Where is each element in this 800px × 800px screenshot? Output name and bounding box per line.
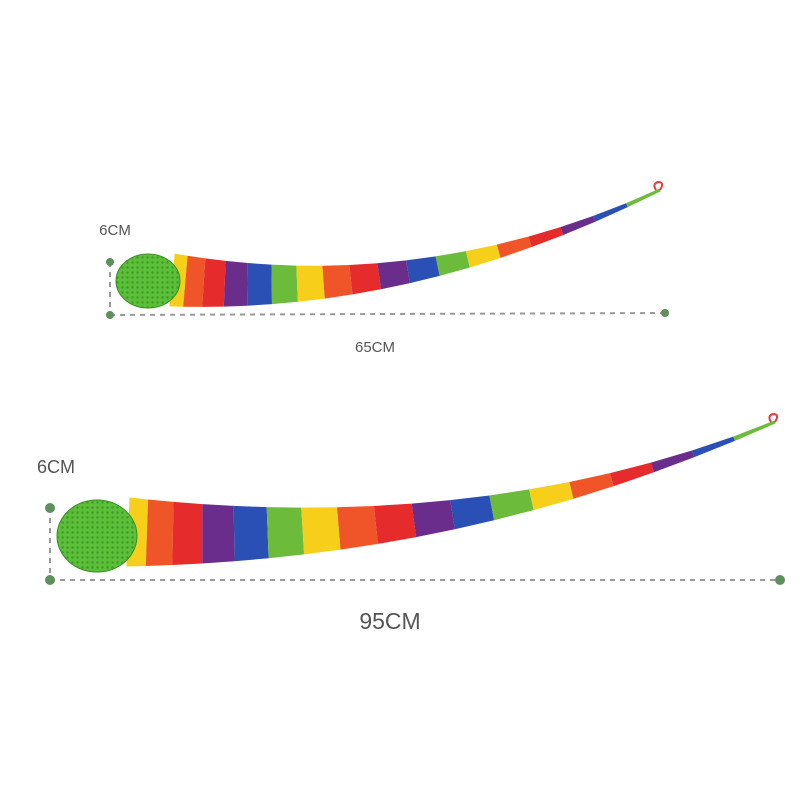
stripe <box>529 482 574 511</box>
stripe <box>247 263 272 306</box>
stripe <box>626 188 661 208</box>
height-label: 6CM <box>37 457 75 477</box>
stripe <box>183 255 206 307</box>
stripe <box>406 256 440 284</box>
stripe <box>271 264 298 305</box>
stripe <box>377 260 411 290</box>
stripe <box>435 251 470 276</box>
stripe <box>733 420 776 441</box>
stripe <box>223 260 248 307</box>
stripe <box>266 507 305 559</box>
stripe <box>528 227 564 248</box>
stripe <box>450 495 495 530</box>
stripe <box>691 436 735 458</box>
stripe <box>650 450 695 473</box>
stripe <box>145 499 174 567</box>
stripe <box>301 507 341 555</box>
stripe <box>489 489 534 521</box>
dim-dot <box>45 575 55 585</box>
stripe <box>349 263 381 295</box>
mesh-head <box>115 253 181 309</box>
dim-dot <box>106 311 114 319</box>
stripe <box>233 505 269 562</box>
length-label: 65CM <box>355 339 395 356</box>
stripe <box>172 501 203 566</box>
stripe <box>496 236 532 258</box>
stripe <box>593 203 628 222</box>
stripe <box>569 473 614 499</box>
height-label: 6CM <box>99 222 131 239</box>
stripe <box>337 505 378 550</box>
mesh-head <box>56 499 138 573</box>
stripe <box>322 264 353 299</box>
stripe <box>296 265 325 302</box>
stripe <box>411 500 455 538</box>
tails <box>56 180 779 573</box>
tip-loop <box>653 180 664 191</box>
stripe <box>373 503 417 544</box>
stripe <box>202 258 226 307</box>
dim-dot <box>661 309 669 317</box>
length-line <box>109 312 666 316</box>
tip-loop <box>768 412 779 423</box>
length-label: 95CM <box>359 608 420 634</box>
dim-dot <box>106 258 114 266</box>
stripe <box>465 244 501 268</box>
dim-dot <box>45 503 55 513</box>
stripe <box>609 462 654 487</box>
dim-dot <box>775 575 785 585</box>
stripe <box>560 216 596 236</box>
stripe <box>202 504 235 564</box>
